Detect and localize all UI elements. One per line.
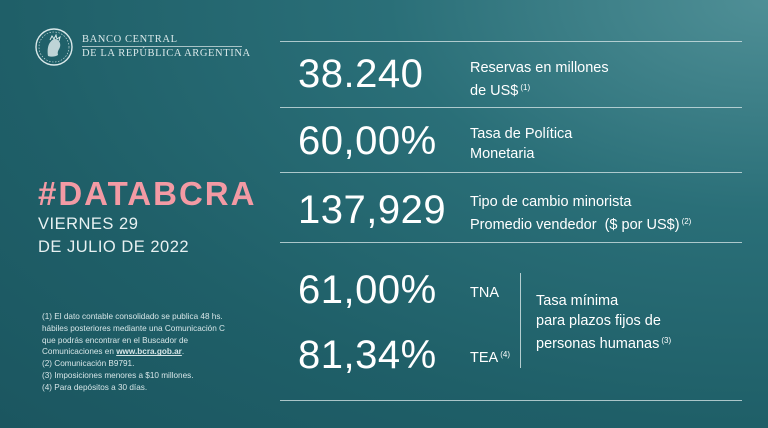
- tipo-cambio-label-text: Promedio vendedor ($ por US$): [470, 217, 680, 233]
- divider-2: [280, 172, 742, 173]
- divider-3: [280, 242, 742, 243]
- logo-line-2: DE LA REPÚBLICA ARGENTINA: [82, 48, 251, 59]
- tasa-politica-label-line-2: Monetaria: [470, 146, 535, 162]
- reservas-footnote-ref: (1): [520, 83, 531, 92]
- plazos-fijos-label: Tasa mínima para plazos fijos de persona…: [536, 291, 671, 354]
- date-line-1: VIERNES 29: [38, 215, 139, 233]
- footnote-1d-prefix: Comunicaciones en: [42, 347, 117, 357]
- footnote-1c: que podrás encontrar en el Buscador de: [42, 335, 189, 345]
- plazos-fijos-footnote-ref: (3): [661, 336, 672, 345]
- tasa-politica-value: 60,00%: [298, 119, 437, 163]
- plazos-fijos-line-3-text: personas humanas: [536, 336, 660, 352]
- tea-label-text: TEA: [470, 350, 499, 366]
- reservas-value: 38.240: [298, 52, 424, 96]
- reservas-label-text: de US$: [470, 83, 519, 99]
- footnote-1d: Comunicaciones en www.bcra.gob.ar.: [42, 346, 242, 358]
- bcra-link[interactable]: www.bcra.gob.ar: [116, 347, 182, 357]
- bcra-seal-icon: [34, 27, 74, 67]
- tea-footnote-ref: (4): [500, 350, 510, 359]
- divider-top: [280, 41, 742, 42]
- footnote-4: (4) Para depósitos a 30 días.: [42, 382, 148, 392]
- reservas-label-line-1: Reservas en millones: [470, 60, 609, 76]
- footnote-1b: hábiles posteriores mediante una Comunic…: [42, 323, 225, 333]
- tna-value: 61,00%: [298, 268, 437, 312]
- reservas-label: Reservas en millones de US$ (1): [470, 58, 609, 101]
- footnote-3: (3) Imposiciones menores a $10 millones.: [42, 370, 194, 380]
- plazos-fijos-line-1: Tasa mínima: [536, 293, 619, 309]
- logo-divider: [82, 46, 242, 47]
- logo-line-1: BANCO CENTRAL: [82, 34, 178, 45]
- tasa-politica-label: Tasa de Política Monetaria: [470, 124, 572, 164]
- tipo-cambio-label-line-1: Tipo de cambio minorista: [470, 194, 632, 210]
- date-line-2: DE JULIO DE 2022: [38, 238, 190, 256]
- tna-label: TNA: [470, 285, 499, 301]
- tipo-cambio-label: Tipo de cambio minorista Promedio vended…: [470, 192, 691, 235]
- tea-label: TEA (4): [470, 345, 510, 368]
- tasa-politica-label-line-1: Tasa de Política: [470, 126, 573, 142]
- footnote-2: (2) Comunicación B9791.: [42, 359, 135, 369]
- hashtag-title: #DATABCRA: [38, 175, 257, 212]
- tipo-cambio-footnote-ref: (2): [681, 217, 692, 226]
- reservas-label-line-2: de US$ (1): [470, 78, 609, 101]
- footnote-1a: (1) El dato contable consolidado se publ…: [42, 312, 223, 321]
- divider-1: [280, 107, 742, 108]
- footnotes: (1) El dato contable consolidado se publ…: [42, 311, 242, 394]
- tea-value: 81,34%: [298, 333, 437, 377]
- logo-wordmark: BANCO CENTRAL DE LA REPÚBLICA ARGENTINA: [82, 33, 251, 60]
- divider-bottom: [280, 400, 742, 401]
- vertical-divider: [520, 273, 521, 368]
- plazos-fijos-line-3: personas humanas (3): [536, 331, 671, 354]
- tipo-cambio-value: 137,929: [298, 188, 447, 232]
- tipo-cambio-label-line-2: Promedio vendedor ($ por US$) (2): [470, 212, 691, 235]
- plazos-fijos-line-2: para plazos fijos de: [536, 313, 661, 329]
- footnote-1d-suffix: .: [181, 347, 185, 357]
